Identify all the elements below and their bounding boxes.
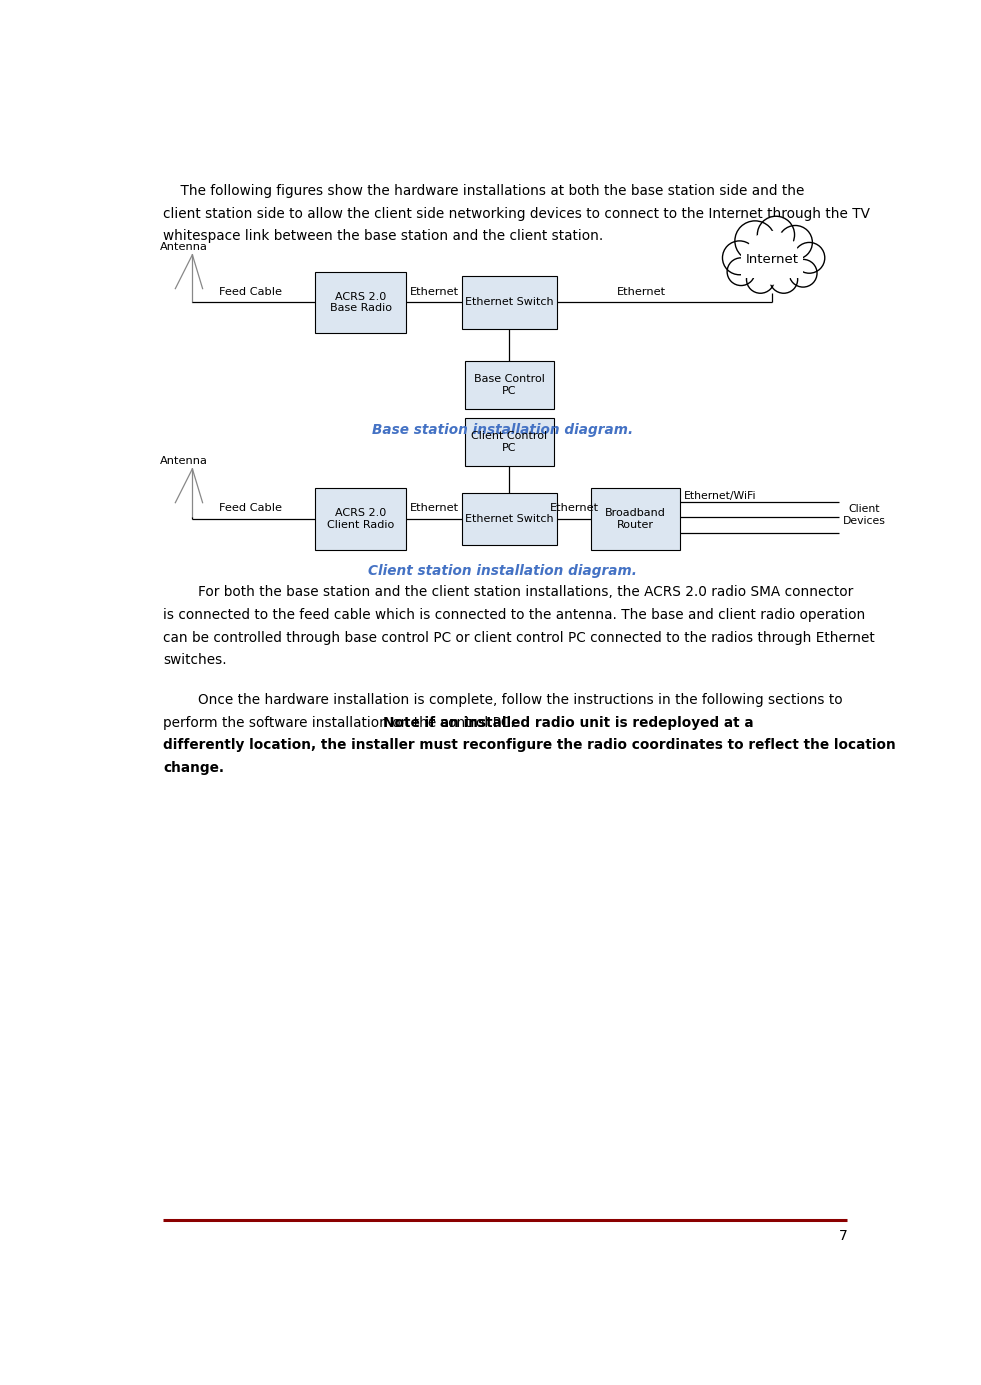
FancyBboxPatch shape: [462, 493, 556, 546]
FancyBboxPatch shape: [315, 488, 406, 550]
Text: Ethernet Switch: Ethernet Switch: [465, 298, 553, 307]
Text: Ethernet: Ethernet: [410, 504, 459, 514]
Text: Ethernet/WiFi: Ethernet/WiFi: [684, 490, 756, 501]
Text: Ethernet Switch: Ethernet Switch: [465, 514, 553, 524]
Circle shape: [794, 242, 825, 273]
Circle shape: [745, 231, 800, 285]
Text: ACRS 2.0
Base Radio: ACRS 2.0 Base Radio: [330, 292, 391, 313]
Circle shape: [747, 266, 774, 294]
Text: For both the base station and the client station installations, the ACRS 2.0 rad: For both the base station and the client…: [163, 584, 853, 600]
FancyBboxPatch shape: [741, 253, 803, 278]
Text: 7: 7: [839, 1228, 848, 1242]
Text: Internet: Internet: [746, 253, 799, 266]
Text: change.: change.: [163, 760, 224, 776]
Circle shape: [789, 259, 817, 287]
Text: Base station installation diagram.: Base station installation diagram.: [372, 422, 634, 436]
Text: Base Control
PC: Base Control PC: [474, 374, 544, 396]
FancyBboxPatch shape: [315, 271, 406, 334]
Text: Feed Cable: Feed Cable: [219, 504, 282, 514]
Text: Ethernet: Ethernet: [549, 504, 598, 514]
Circle shape: [727, 258, 755, 285]
Text: ACRS 2.0
Client Radio: ACRS 2.0 Client Radio: [327, 508, 394, 529]
Text: Antenna: Antenna: [160, 241, 208, 252]
Text: Client Control
PC: Client Control PC: [471, 431, 547, 453]
Text: Antenna: Antenna: [160, 456, 208, 465]
Text: Note if an installed radio unit is redeployed at a: Note if an installed radio unit is redep…: [383, 716, 753, 730]
Text: Client
Devices: Client Devices: [843, 504, 886, 526]
Circle shape: [770, 266, 798, 294]
FancyBboxPatch shape: [465, 361, 553, 409]
Text: Client station installation diagram.: Client station installation diagram.: [368, 564, 638, 578]
Text: Ethernet: Ethernet: [616, 287, 666, 298]
Text: perform the software installation on the control PC.: perform the software installation on the…: [163, 716, 519, 730]
Circle shape: [735, 220, 775, 260]
FancyBboxPatch shape: [592, 488, 680, 550]
Text: differently location, the installer must reconfigure the radio coordinates to re: differently location, the installer must…: [163, 738, 896, 752]
Text: switches.: switches.: [163, 654, 227, 668]
Text: client station side to allow the client side networking devices to connect to th: client station side to allow the client …: [163, 206, 870, 220]
Circle shape: [778, 226, 812, 259]
Circle shape: [757, 216, 795, 253]
Text: whitespace link between the base station and the client station.: whitespace link between the base station…: [163, 230, 603, 244]
FancyBboxPatch shape: [462, 277, 556, 328]
Text: Broadband
Router: Broadband Router: [605, 508, 666, 529]
Text: Feed Cable: Feed Cable: [219, 287, 282, 298]
FancyBboxPatch shape: [465, 418, 553, 465]
Text: Ethernet: Ethernet: [410, 287, 459, 298]
Text: Once the hardware installation is complete, follow the instructions in the follo: Once the hardware installation is comple…: [163, 692, 843, 706]
Text: can be controlled through base control PC or client control PC connected to the : can be controlled through base control P…: [163, 630, 875, 644]
Text: The following figures show the hardware installations at both the base station s: The following figures show the hardware …: [163, 184, 804, 198]
Circle shape: [722, 241, 756, 274]
Text: is connected to the feed cable which is connected to the antenna. The base and c: is connected to the feed cable which is …: [163, 608, 865, 622]
